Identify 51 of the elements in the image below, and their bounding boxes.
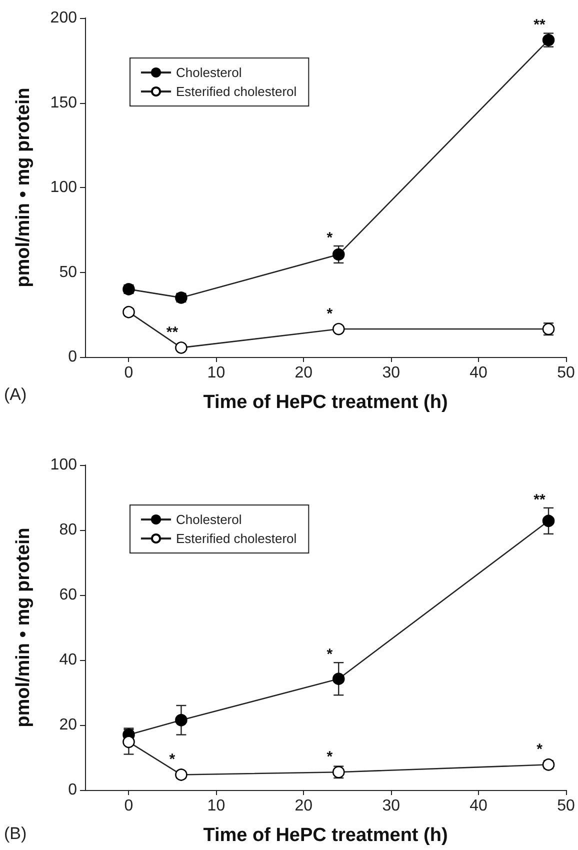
annotation: * — [536, 741, 543, 758]
annotation: * — [326, 748, 333, 766]
point — [332, 322, 345, 336]
y-tick-label: 20 — [59, 716, 78, 734]
annotation: * — [326, 646, 333, 664]
point — [175, 768, 188, 781]
x-tick-label: 40 — [470, 364, 488, 382]
x-axis-title: Time of HePC treatment (h) — [203, 392, 448, 413]
annotation: ** — [534, 491, 546, 508]
annotation: * — [326, 306, 333, 323]
x-tick-label: 0 — [124, 364, 134, 382]
annotation: ** — [534, 16, 546, 34]
y-axis-title: pmol/min • mg protein — [13, 88, 34, 288]
y-tick-label: 40 — [59, 652, 78, 668]
x-tick-label: 10 — [207, 798, 226, 814]
y-tick-label: 100 — [50, 456, 78, 474]
y-tick-label: 80 — [59, 522, 78, 538]
point — [175, 342, 188, 354]
y-tick-label: 200 — [50, 10, 78, 26]
x-tick-label: 10 — [207, 364, 226, 382]
y-tick-label: 100 — [50, 179, 78, 196]
legend-label: Esterified cholesterol — [176, 531, 297, 546]
x-tick-label: 30 — [382, 364, 400, 382]
x-tick-label: 40 — [470, 798, 488, 814]
legend-label: Esterified cholesterol — [176, 84, 297, 99]
y-tick-label: 150 — [50, 94, 78, 112]
x-tick-label: 20 — [294, 364, 313, 382]
x-tick-label: 50 — [557, 798, 575, 814]
point — [332, 672, 345, 685]
text: (A) — [4, 385, 27, 404]
y-tick-label: 0 — [68, 782, 78, 798]
annotation: ** — [166, 324, 178, 342]
legend-label: Cholesterol — [176, 65, 242, 80]
point — [175, 714, 188, 726]
y-tick-label: 50 — [59, 264, 78, 281]
x-tick-label: 20 — [294, 798, 313, 814]
y-tick-label: 0 — [68, 348, 78, 366]
annotation: * — [169, 751, 176, 768]
x-tick-label: 0 — [124, 798, 134, 814]
point — [332, 248, 345, 261]
legend-label: Cholesterol — [176, 512, 242, 527]
annotation: * — [326, 229, 333, 246]
point — [122, 306, 135, 318]
point — [122, 736, 135, 748]
x-axis-title: Time of HePC treatment (h) — [203, 825, 448, 846]
text: (B) — [4, 824, 27, 843]
x-tick-label: 50 — [557, 364, 575, 382]
point — [542, 514, 555, 528]
y-axis-title: pmol/min • mg protein — [13, 528, 34, 728]
x-tick-label: 30 — [382, 798, 400, 814]
y-tick-label: 60 — [59, 586, 78, 604]
